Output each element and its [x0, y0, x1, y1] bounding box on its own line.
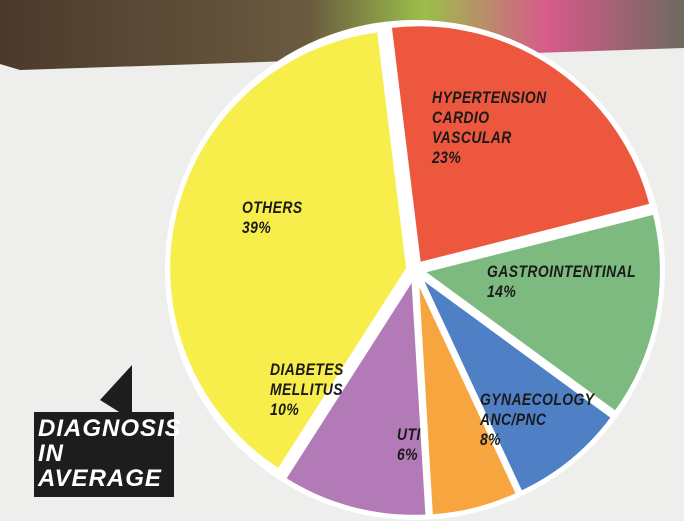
category-label: OTHERS — [242, 198, 308, 218]
chart-title: DIAGNOSIS IN AVERAGE — [34, 412, 174, 497]
value-label: 39% — [242, 218, 308, 238]
page: {"chart_data": {"type": "pie", "title": … — [0, 0, 684, 521]
value-label: 10% — [270, 400, 344, 420]
category-label: GYNAECOLOGY ANC/PNC — [480, 390, 578, 430]
category-label: HYPERTENSION CARDIO VASCULAR — [432, 88, 571, 148]
category-label: UTI — [397, 425, 430, 445]
category-label: GASTROINTENTINAL — [487, 262, 635, 282]
value-label: 14% — [487, 282, 635, 302]
value-label: 23% — [432, 148, 571, 168]
value-label: 8% — [480, 430, 578, 450]
category-label: DIABETES MELLITUS — [270, 360, 344, 400]
value-label: 6% — [397, 445, 430, 465]
